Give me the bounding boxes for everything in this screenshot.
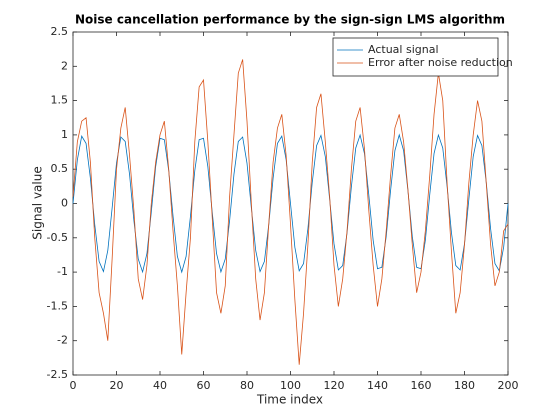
series-line bbox=[72, 133, 509, 274]
y-tick-label: -1.5 bbox=[47, 299, 68, 312]
x-tick-label: 0 bbox=[70, 379, 77, 392]
y-tick-label: -0.5 bbox=[47, 231, 68, 244]
y-tick-label: 0 bbox=[61, 197, 68, 210]
y-tick-label: -2.5 bbox=[47, 368, 68, 381]
y-axis-label: Signal value bbox=[31, 166, 45, 239]
y-tick-label: 2.5 bbox=[51, 25, 69, 38]
x-tick-label: 120 bbox=[324, 379, 345, 392]
x-tick-label: 200 bbox=[498, 379, 519, 392]
chart-title: Noise cancellation performance by the si… bbox=[75, 13, 505, 27]
x-tick-label: 180 bbox=[454, 379, 475, 392]
y-tick-label: 2 bbox=[61, 59, 68, 72]
x-tick-label: 40 bbox=[153, 379, 167, 392]
legend-label: Error after noise reduction bbox=[368, 56, 513, 69]
x-tick-label: 60 bbox=[197, 379, 211, 392]
y-tick-label: 0.5 bbox=[51, 162, 69, 175]
x-tick-label: 80 bbox=[240, 379, 254, 392]
x-tick-label: 140 bbox=[367, 379, 388, 392]
x-tick-label: 20 bbox=[110, 379, 124, 392]
y-tick-label: -2 bbox=[57, 334, 68, 347]
legend-label: Actual signal bbox=[368, 43, 439, 56]
x-tick-label: 160 bbox=[411, 379, 432, 392]
series-line bbox=[72, 59, 509, 365]
legend-box bbox=[332, 37, 499, 77]
y-tick-label: 1.5 bbox=[51, 94, 69, 107]
x-axis-label: Time index bbox=[256, 393, 323, 407]
y-tick-label: -1 bbox=[57, 265, 68, 278]
y-tick-label: 1 bbox=[61, 128, 68, 141]
x-tick-label: 100 bbox=[280, 379, 301, 392]
